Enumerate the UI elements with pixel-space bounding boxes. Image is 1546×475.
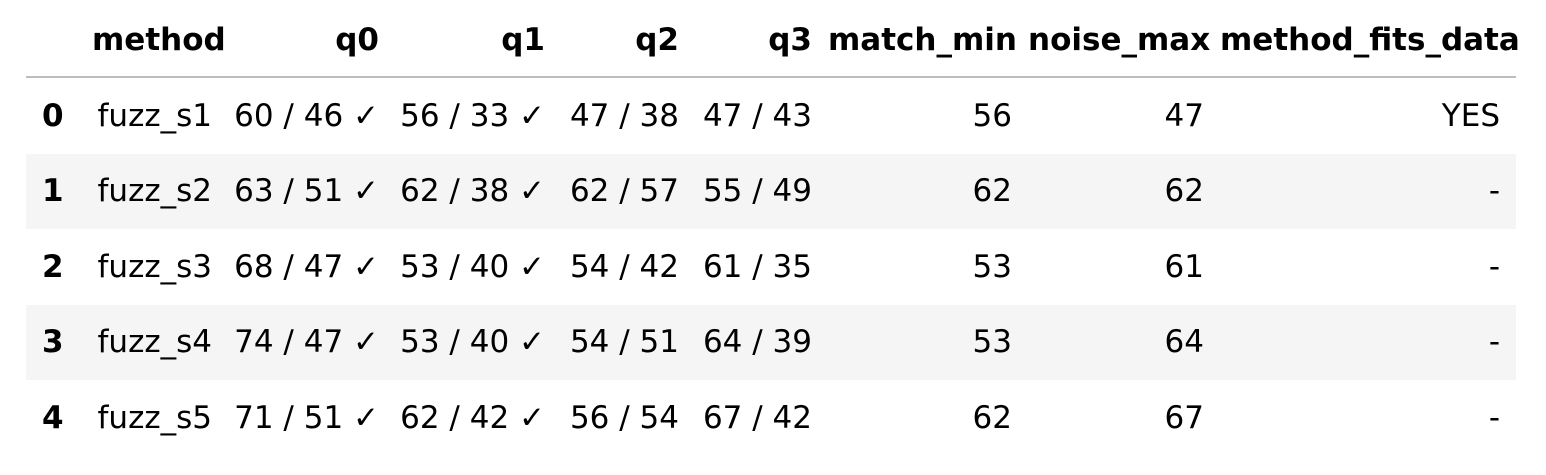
cell-q1: 53 / 40 ✓	[400, 324, 545, 361]
row-index: 4	[42, 399, 64, 436]
cell-method: fuzz_s2	[97, 173, 212, 210]
cell-noise-max: 67	[1164, 399, 1204, 436]
cell-noise-max: 64	[1164, 324, 1204, 361]
cell-q2: 47 / 38	[569, 97, 679, 134]
cell-q2: 54 / 51	[569, 324, 679, 361]
header-row: method q0 q1 q2 q3 match_min noise_max m…	[26, 4, 1520, 78]
cell-method-fits-data: -	[1488, 248, 1500, 285]
table-row: 0 fuzz_s1 60 / 46 ✓ 56 / 33 ✓ 47 / 38 47…	[26, 77, 1516, 154]
cell-match-min: 62	[972, 173, 1012, 210]
cell-method-fits-data: -	[1488, 399, 1500, 436]
cell-q2: 62 / 57	[569, 173, 679, 210]
cell-noise-max: 47	[1164, 97, 1204, 134]
cell-q1: 53 / 40 ✓	[400, 248, 545, 285]
cell-q2: 56 / 54	[569, 399, 679, 436]
cell-q1: 62 / 42 ✓	[400, 399, 545, 436]
cell-method: fuzz_s5	[97, 399, 212, 436]
header-match-min: match_min	[828, 4, 1028, 78]
table-row: 4 fuzz_s5 71 / 51 ✓ 62 / 42 ✓ 56 / 54 67…	[26, 380, 1516, 456]
cell-q3: 67 / 42	[702, 399, 812, 436]
cell-q3: 64 / 39	[702, 324, 812, 361]
row-index: 1	[42, 173, 64, 210]
cell-q0: 60 / 46 ✓	[234, 97, 379, 134]
header-noise-max: noise_max	[1028, 4, 1220, 78]
cell-q0: 74 / 47 ✓	[234, 324, 379, 361]
header-q1: q1	[395, 4, 561, 78]
table-row: 1 fuzz_s2 63 / 51 ✓ 62 / 38 ✓ 62 / 57 55…	[26, 153, 1516, 229]
cell-q3: 47 / 43	[702, 97, 812, 134]
cell-match-min: 56	[972, 97, 1012, 134]
cell-match-min: 53	[972, 248, 1012, 285]
cell-match-min: 53	[972, 324, 1012, 361]
header-index	[26, 4, 92, 78]
dataframe-table: method q0 q1 q2 q3 match_min noise_max m…	[26, 4, 1520, 456]
row-index: 2	[42, 248, 64, 285]
dataframe-output: method q0 q1 q2 q3 match_min noise_max m…	[26, 4, 1520, 456]
cell-q0: 71 / 51 ✓	[234, 399, 379, 436]
cell-noise-max: 62	[1164, 173, 1204, 210]
header-q3: q3	[695, 4, 828, 78]
header-q0: q0	[228, 4, 395, 78]
cell-method: fuzz_s3	[97, 248, 212, 285]
cell-q2: 54 / 42	[569, 248, 679, 285]
cell-method: fuzz_s4	[97, 324, 212, 361]
cell-method-fits-data: YES	[1441, 97, 1500, 134]
row-index: 3	[42, 324, 64, 361]
row-index: 0	[42, 97, 64, 134]
cell-method-fits-data: -	[1488, 173, 1500, 210]
table-row: 3 fuzz_s4 74 / 47 ✓ 53 / 40 ✓ 54 / 51 64…	[26, 304, 1516, 380]
header-q2: q2	[561, 4, 695, 78]
cell-method-fits-data: -	[1488, 324, 1500, 361]
cell-q1: 62 / 38 ✓	[400, 173, 545, 210]
header-method-fits-data: method_fits_data	[1220, 4, 1520, 78]
cell-noise-max: 61	[1164, 248, 1204, 285]
cell-q1: 56 / 33 ✓	[400, 97, 545, 134]
cell-q0: 63 / 51 ✓	[234, 173, 379, 210]
cell-q3: 61 / 35	[702, 248, 812, 285]
cell-match-min: 62	[972, 399, 1012, 436]
cell-q3: 55 / 49	[702, 173, 812, 210]
header-method: method	[92, 4, 228, 78]
cell-q0: 68 / 47 ✓	[234, 248, 379, 285]
table-row: 2 fuzz_s3 68 / 47 ✓ 53 / 40 ✓ 54 / 42 61…	[26, 229, 1516, 305]
cell-method: fuzz_s1	[97, 97, 212, 134]
